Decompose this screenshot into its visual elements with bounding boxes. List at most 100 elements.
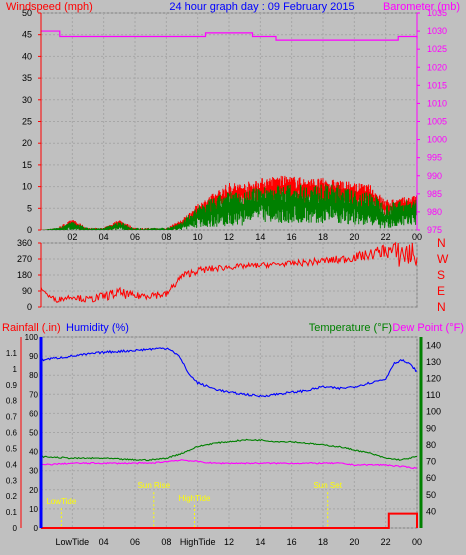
wind-x-tick-label: 04 [99, 232, 109, 242]
temperature-axis-title: Temperature (°F) [309, 322, 392, 334]
windspeed-axis-title: Windspeed (mph) [6, 1, 93, 13]
humidity-tick-label: 100 [25, 333, 39, 342]
wind-x-tick-label: 20 [349, 232, 359, 242]
humidity-tick-label: 60 [29, 409, 38, 418]
barometer-axis-title: Barometer (mb) [383, 1, 460, 13]
wind-x-tick-label: 10 [193, 232, 203, 242]
temperature-tick-label: 90 [426, 423, 436, 433]
climate-x-tick-label: 06 [130, 537, 140, 547]
temperature-tick-label: 100 [426, 407, 441, 417]
barometer-tick-label: 985 [427, 189, 442, 199]
climate-x-tick-label: 18 [318, 537, 328, 547]
rainfall-axis-title: Rainfall (.in) [2, 322, 61, 334]
barometer-tick-label: 990 [427, 171, 442, 181]
barometer-tick-label: 1035 [427, 8, 447, 18]
wind-tick-label: 50 [22, 8, 32, 18]
climate-x-tick-label: 16 [287, 537, 297, 547]
rainfall-tick-label: 1.1 [6, 349, 18, 358]
wind-x-tick-label: 08 [161, 232, 171, 242]
direction-tick-label: 0 [27, 302, 32, 312]
temperature-tick-label: 120 [426, 374, 441, 384]
direction-tick-label: 180 [17, 270, 32, 280]
event-marker-label: LowTide [46, 497, 76, 506]
temperature-tick-label: 60 [426, 473, 436, 483]
compass-label: N [437, 236, 446, 250]
rainfall-tick-label: 1 [13, 365, 18, 374]
barometer-tick-label: 1015 [427, 80, 447, 90]
temperature-series [40, 438, 418, 462]
rainfall-tick-label: 0.6 [6, 429, 18, 438]
dewpoint-axis-title: Dew Point (°F) [392, 322, 464, 334]
wind-x-tick-label: 02 [67, 232, 77, 242]
temperature-tick-label: 110 [426, 390, 440, 400]
rainfall-tick-label: 0.7 [6, 413, 18, 422]
wind-x-tick-label: 22 [381, 232, 391, 242]
humidity-tick-label: 0 [34, 524, 39, 533]
climate-x-tick-label: 12 [224, 537, 234, 547]
wind-x-tick-label: 14 [255, 232, 265, 242]
compass-label: N [437, 300, 446, 314]
direction-tick-label: 360 [17, 238, 32, 248]
barometer-tick-label: 1010 [427, 98, 447, 108]
wind-x-tick-label: 18 [318, 232, 328, 242]
wind-series [41, 184, 417, 230]
wind-tick-label: 40 [22, 51, 32, 61]
wind-x-tick-label: 12 [224, 232, 234, 242]
event-marker-label: Sun Rise [138, 481, 171, 490]
wind-x-tick-label: 00 [412, 232, 422, 242]
humidity-tick-label: 20 [29, 486, 38, 495]
wind-x-tick-label: 16 [287, 232, 297, 242]
climate-x-tick-label: 08 [161, 537, 171, 547]
humidity-tick-label: 10 [29, 505, 38, 514]
wind-tick-label: 20 [22, 138, 32, 148]
direction-tick-label: 270 [17, 254, 32, 264]
temperature-tick-label: 130 [426, 357, 441, 367]
chart-title: 24 hour graph day : 09 February 2015 [169, 1, 354, 13]
rainfall-tick-label: 0.8 [6, 397, 18, 406]
climate-x-tick-label: 00 [412, 537, 422, 547]
compass-label: E [437, 284, 445, 298]
humidity-tick-label: 70 [29, 390, 38, 399]
rainfall-tick-label: 0 [13, 524, 18, 533]
temperature-tick-label: 40 [426, 506, 436, 516]
barometer-tick-label: 1020 [427, 62, 447, 72]
barometer-tick-label: 975 [427, 225, 442, 235]
wind-tick-label: 45 [22, 30, 32, 40]
wind-x-tick-label: 06 [130, 232, 140, 242]
wind-tick-label: 10 [22, 182, 32, 192]
rainfall-tick-label: 0.9 [6, 381, 18, 390]
wind-tick-label: 5 [27, 203, 32, 213]
humidity-tick-label: 40 [29, 448, 38, 457]
barometer-series [41, 30, 418, 41]
wind-tick-label: 35 [22, 73, 32, 83]
climate-x-tick-label: 04 [99, 537, 109, 547]
climate-x-tick-label: 20 [349, 537, 359, 547]
climate-x-tick-label: LowTide [55, 537, 89, 547]
humidity-tick-label: 90 [29, 352, 38, 361]
wind-tick-label: 25 [22, 117, 32, 127]
temperature-tick-label: 50 [426, 490, 436, 500]
rainfall-tick-label: 0.3 [6, 476, 18, 485]
compass-label: W [437, 252, 449, 266]
dewpoint-series [40, 459, 418, 470]
rainfall-tick-label: 0.5 [6, 444, 18, 453]
barometer-tick-label: 1025 [427, 44, 447, 54]
rainfall-series [41, 512, 418, 529]
barometer-tick-label: 1030 [427, 26, 447, 36]
event-marker-label: HighTide [179, 494, 211, 503]
climate-x-tick-label: HighTide [180, 537, 216, 547]
compass-label: S [437, 268, 445, 282]
humidity-tick-label: 30 [29, 467, 38, 476]
humidity-axis-title: Humidity (%) [66, 322, 129, 334]
temperature-tick-label: 80 [426, 440, 436, 450]
wind-tick-label: 30 [22, 95, 32, 105]
climate-x-tick-label: 22 [381, 537, 391, 547]
barometer-tick-label: 995 [427, 153, 442, 163]
direction-tick-label: 90 [22, 286, 32, 296]
event-marker-label: Sun Set [313, 481, 342, 490]
temperature-tick-label: 70 [426, 457, 436, 467]
humidity-tick-label: 50 [29, 429, 38, 438]
wind-tick-label: 0 [27, 225, 32, 235]
barometer-tick-label: 980 [427, 207, 442, 217]
